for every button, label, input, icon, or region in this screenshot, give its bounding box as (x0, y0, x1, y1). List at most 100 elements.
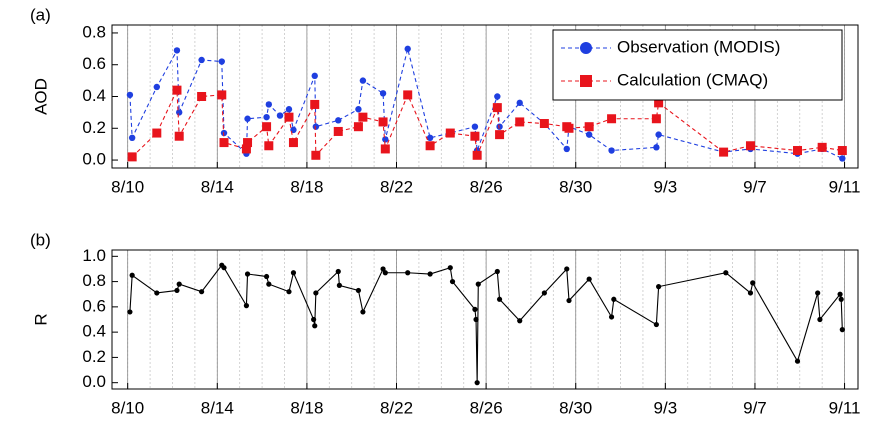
y-tick-label: 0.0 (82, 372, 106, 391)
plot-frame (111, 24, 859, 169)
marker (794, 358, 801, 364)
marker (264, 141, 274, 151)
marker (745, 141, 755, 151)
marker (404, 45, 411, 53)
marker (265, 101, 273, 108)
marker (651, 114, 661, 124)
marker (473, 316, 479, 323)
marker (290, 270, 297, 276)
marker (335, 268, 341, 275)
marker (353, 122, 363, 132)
y-tick-label: 0.2 (82, 347, 106, 366)
marker (127, 309, 133, 315)
legend-marker (580, 75, 592, 87)
plot-frame (111, 249, 859, 390)
x-tick-label: 8/14 (201, 398, 234, 417)
x-tick-label: 8/10 (111, 398, 144, 417)
y-tick-label: 0.4 (82, 86, 106, 105)
x-tick-label: 8/22 (380, 398, 413, 417)
marker (243, 303, 250, 309)
x-tick-label: 8/30 (559, 398, 592, 417)
marker (470, 131, 480, 141)
marker (286, 289, 292, 295)
y-tick-label: 0.8 (82, 271, 106, 290)
marker (445, 128, 455, 138)
marker (472, 306, 478, 312)
marker (336, 282, 342, 288)
marker (276, 112, 284, 119)
y-tick-label: 0.0 (82, 150, 106, 169)
marker (380, 144, 390, 154)
marker (129, 272, 135, 278)
marker (311, 316, 317, 323)
marker (611, 296, 617, 302)
marker (566, 297, 572, 304)
x-tick-label: 9/3 (654, 398, 678, 417)
marker (244, 271, 251, 277)
marker (312, 123, 320, 130)
marker (153, 83, 161, 91)
marker (585, 131, 593, 138)
y-tick-label: 0.6 (82, 296, 106, 315)
x-tick-label: 9/7 (743, 177, 767, 196)
marker (426, 134, 434, 142)
marker (333, 126, 343, 136)
marker (198, 56, 205, 64)
marker (564, 123, 574, 133)
marker (793, 146, 803, 156)
x-tick-label: 8/18 (290, 398, 323, 417)
legend-box (552, 29, 843, 101)
marker (284, 112, 294, 122)
marker (563, 145, 570, 153)
series-line (131, 89, 843, 158)
marker (380, 266, 386, 272)
marker (471, 123, 479, 130)
x-tick-label: 9/11 (829, 398, 861, 417)
marker (262, 122, 272, 132)
marker (815, 290, 821, 296)
marker (564, 266, 570, 272)
marker (243, 138, 253, 148)
marker (176, 281, 182, 287)
y-axis-title: R (31, 313, 50, 325)
marker (494, 268, 500, 275)
marker (449, 278, 456, 285)
marker (475, 281, 481, 287)
marker (172, 85, 182, 95)
marker (447, 265, 453, 271)
marker (174, 131, 184, 141)
marker (608, 314, 615, 320)
marker (152, 128, 162, 138)
marker (817, 316, 823, 323)
marker (425, 141, 435, 151)
marker (496, 123, 503, 130)
marker (221, 265, 227, 271)
marker (496, 296, 503, 302)
panel-label: (a) (30, 5, 51, 24)
y-tick-label: 0.8 (82, 22, 106, 41)
marker (285, 106, 293, 113)
series-line (129, 48, 843, 159)
marker (358, 112, 368, 122)
x-tick-label: 8/30 (559, 177, 592, 196)
marker (359, 77, 367, 84)
marker (128, 134, 136, 142)
marker (653, 321, 659, 328)
marker (263, 273, 270, 280)
x-tick-label: 8/26 (470, 398, 503, 417)
marker (311, 150, 321, 160)
marker (474, 380, 480, 386)
x-tick-label: 8/22 (380, 177, 413, 196)
marker (355, 287, 362, 294)
marker (244, 115, 251, 122)
marker (176, 109, 183, 116)
x-tick-label: 9/3 (654, 177, 678, 196)
marker (360, 309, 366, 315)
marker (492, 103, 502, 113)
marker (586, 276, 592, 282)
marker (219, 138, 229, 148)
marker (839, 155, 846, 162)
marker (427, 271, 433, 277)
marker (747, 290, 754, 296)
